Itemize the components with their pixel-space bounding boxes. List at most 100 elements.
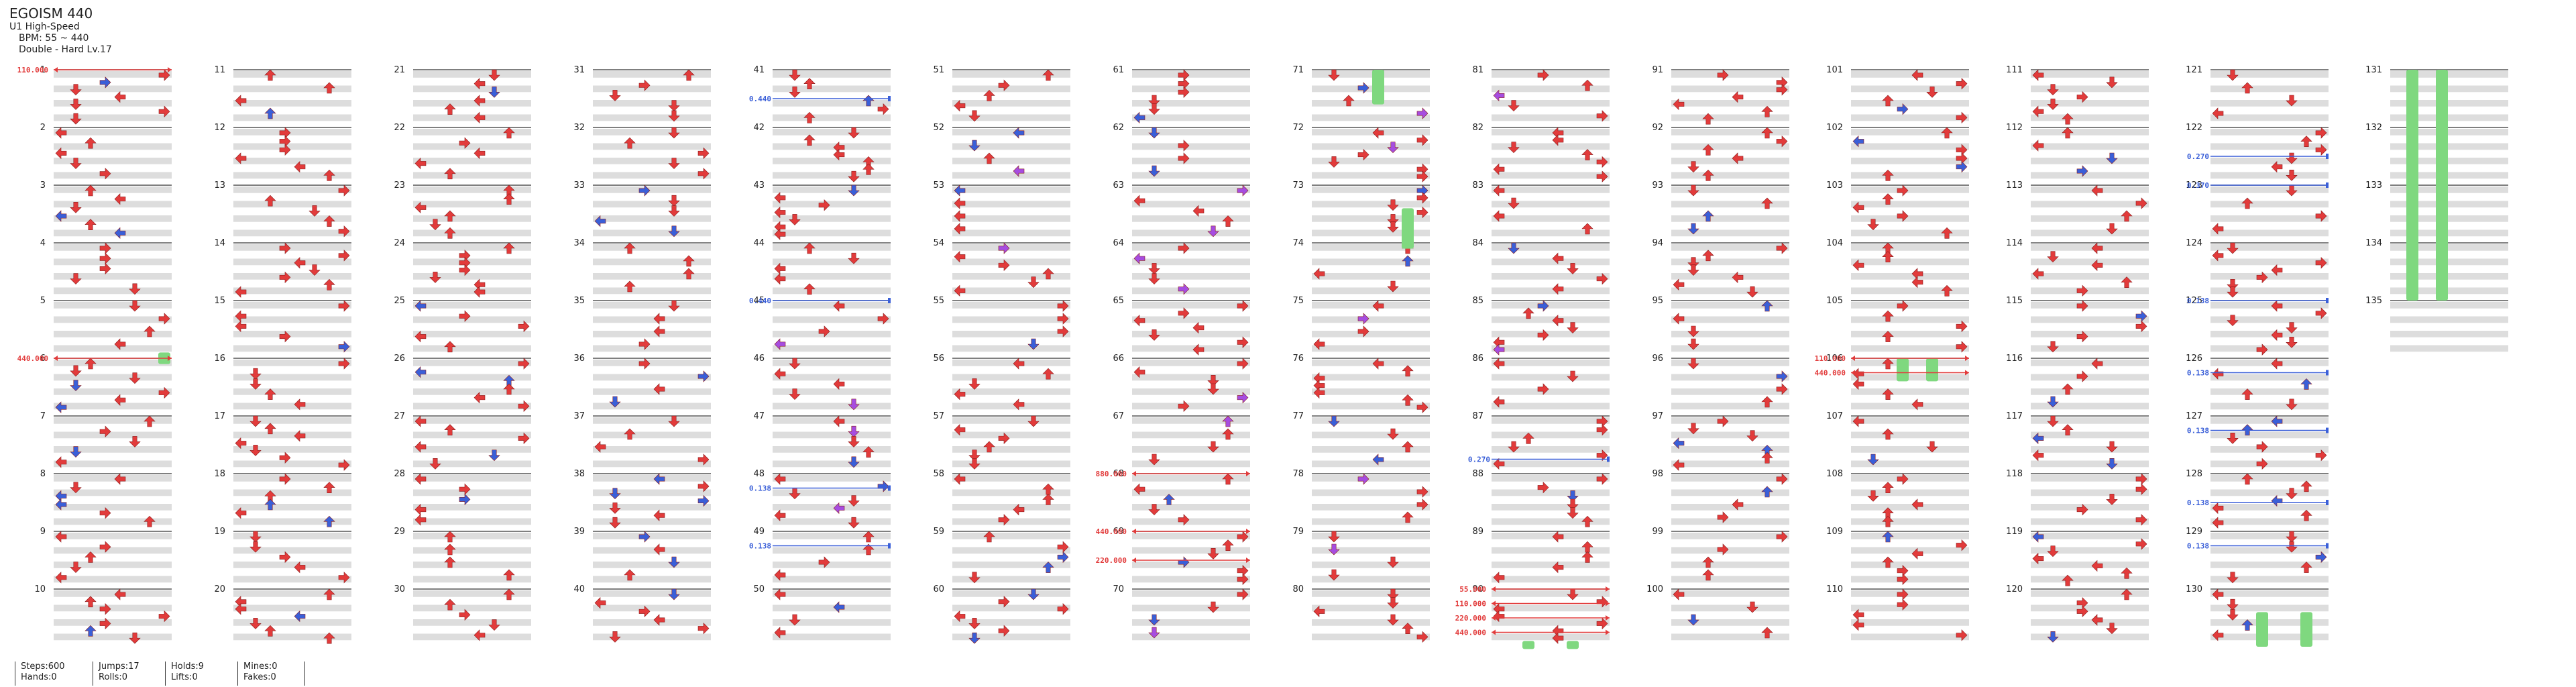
- step-arrow: [323, 278, 335, 290]
- step-arrow: [1387, 280, 1399, 293]
- measure-number: 10: [34, 584, 46, 594]
- step-arrow: [1387, 221, 1399, 233]
- step-arrow: [503, 588, 515, 600]
- measure-number: 71: [1292, 65, 1304, 75]
- step-arrow: [1493, 572, 1505, 584]
- step-arrow: [1941, 127, 1953, 139]
- beat-band: [54, 446, 172, 453]
- beat-band: [773, 475, 891, 482]
- beat-band: [1492, 431, 1610, 439]
- step-arrow: [1552, 632, 1564, 644]
- step-arrow: [1402, 623, 1414, 634]
- measure-number: 106: [1826, 354, 1843, 364]
- step-arrow: [414, 157, 427, 170]
- beat-band: [1132, 172, 1250, 179]
- step-arrow: [99, 541, 111, 553]
- step-arrow: [1552, 561, 1564, 574]
- step-arrow: [1148, 273, 1160, 285]
- beat-band: [2031, 417, 2149, 424]
- step-arrow: [954, 184, 966, 197]
- beat-band: [1132, 590, 1250, 597]
- step-arrow: [1911, 399, 1923, 411]
- bpm-marker-left: [1851, 370, 1855, 376]
- step-arrow: [2286, 152, 2298, 164]
- beat-band: [1851, 590, 1969, 597]
- beat-band: [2210, 143, 2329, 150]
- beat-band: [2031, 143, 2149, 150]
- stop-marker: [2326, 298, 2329, 303]
- beat-band: [1671, 287, 1789, 295]
- step-arrow: [2241, 424, 2253, 435]
- step-arrow: [503, 193, 515, 205]
- step-arrow: [1717, 69, 1729, 81]
- step-arrow: [2271, 300, 2283, 312]
- step-arrow: [1596, 596, 1608, 608]
- beat-band: [2210, 71, 2329, 78]
- measure-number: 75: [1292, 296, 1304, 306]
- step-arrow: [1148, 627, 1160, 639]
- beat-band: [773, 71, 891, 78]
- beat-band: [1132, 619, 1250, 626]
- step-arrow: [803, 78, 816, 89]
- beat-band: [593, 417, 711, 424]
- beat-band: [952, 71, 1070, 78]
- measure-number: 35: [573, 296, 585, 306]
- step-arrow: [2315, 449, 2327, 462]
- beat-band: [952, 244, 1070, 251]
- bpm-marker-left: [1492, 586, 1496, 592]
- step-arrow: [1552, 314, 1564, 327]
- step-arrow: [323, 588, 335, 600]
- step-arrow: [488, 69, 500, 81]
- step-arrow: [1882, 358, 1894, 370]
- beat-band: [1492, 504, 1610, 511]
- step-arrow: [668, 588, 680, 600]
- beat-band: [233, 576, 351, 583]
- bpm-marker-right: [1965, 356, 1969, 361]
- step-arrow: [1042, 268, 1054, 280]
- beat-band: [952, 604, 1070, 612]
- step-arrow: [503, 127, 515, 139]
- beat-band: [952, 273, 1070, 280]
- beat-band: [2210, 114, 2329, 121]
- beat-band: [1312, 129, 1430, 136]
- beat-band: [593, 619, 711, 626]
- beat-band: [413, 114, 531, 121]
- beat-band: [1671, 417, 1789, 424]
- step-arrow: [833, 300, 845, 312]
- step-arrow: [1387, 142, 1399, 154]
- step-arrow: [2062, 113, 2074, 125]
- step-arrow: [1882, 388, 1894, 400]
- beat-band: [54, 562, 172, 568]
- beat-band: [1132, 446, 1250, 453]
- step-arrow: [235, 320, 247, 333]
- beat-band: [2210, 590, 2329, 597]
- beat-band: [233, 403, 351, 410]
- step-arrow: [1328, 69, 1340, 81]
- step-arrow: [323, 482, 335, 493]
- measure-number: 6: [40, 354, 46, 364]
- beat-band: [2210, 431, 2329, 439]
- stop-label: 0.138: [2187, 427, 2209, 435]
- beat-band: [1132, 633, 1250, 641]
- beat-band: [1851, 619, 1969, 626]
- step-arrow: [144, 415, 156, 427]
- step-arrow: [2032, 432, 2044, 445]
- step-arrow: [1416, 631, 1429, 643]
- step-arrow: [833, 378, 845, 390]
- step-arrow: [2091, 242, 2103, 254]
- bpm-marker-right: [1965, 370, 1969, 376]
- step-arrow: [818, 325, 830, 337]
- stat-jumps: Jumps:17: [99, 662, 139, 672]
- step-arrow: [683, 255, 695, 267]
- step-arrow: [2062, 127, 2074, 139]
- beat-band: [1671, 460, 1789, 468]
- beat-band: [1492, 417, 1610, 424]
- beat-band: [1132, 475, 1250, 482]
- step-arrow: [2241, 388, 2253, 400]
- beat-band: [413, 187, 531, 193]
- hold-body: [1897, 358, 1909, 382]
- step-arrow: [2300, 509, 2312, 521]
- beat-band: [2210, 187, 2329, 193]
- measure-number: 61: [1113, 65, 1124, 75]
- measure-number: 122: [2186, 123, 2202, 133]
